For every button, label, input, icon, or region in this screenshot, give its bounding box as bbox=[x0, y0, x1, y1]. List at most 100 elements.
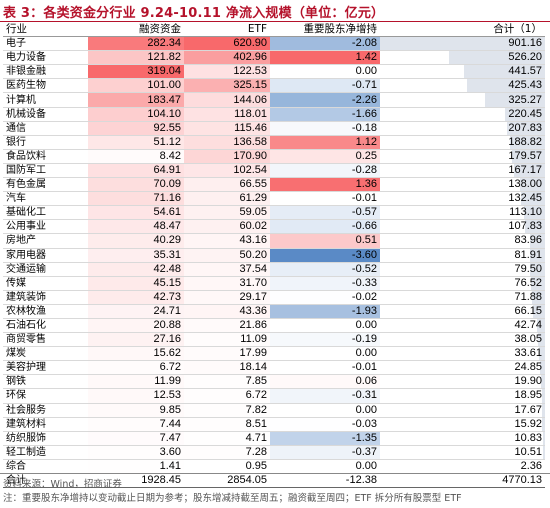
cell-value: 92.55 bbox=[153, 121, 181, 134]
table-row: 国防军工 64.91 102.54 -0.28 167.17 bbox=[3, 163, 545, 179]
industry-name: 环保 bbox=[6, 390, 26, 402]
cell-value: 42.74 bbox=[514, 319, 542, 332]
cell-value: -0.71 bbox=[351, 79, 377, 92]
cell-value: 81.91 bbox=[514, 248, 542, 261]
cell-margin: 121.82 bbox=[88, 50, 184, 66]
cell-margin: 7.47 bbox=[88, 431, 184, 446]
header-margin: 融资资金 bbox=[88, 23, 184, 38]
cell-value: 3.60 bbox=[159, 445, 181, 458]
cell-holder: -0.03 bbox=[270, 417, 380, 432]
total-data-bar bbox=[531, 276, 545, 290]
cell-value: 170.90 bbox=[233, 149, 267, 162]
total-cell-total: 4770.13 bbox=[380, 473, 545, 489]
cell-value: 118.01 bbox=[234, 107, 267, 120]
cell-total: 441.57 bbox=[380, 64, 545, 80]
cell-value: 76.52 bbox=[514, 276, 542, 289]
industry-name: 农林牧渔 bbox=[6, 305, 46, 317]
industry-name: 综合 bbox=[6, 460, 26, 472]
cell-name: 公用事业 bbox=[3, 219, 88, 235]
cell-total: 526.20 bbox=[380, 50, 545, 66]
total-data-bar bbox=[541, 403, 545, 417]
cell-value: 15.92 bbox=[514, 417, 542, 430]
cell-etf: 61.29 bbox=[184, 191, 270, 207]
industry-name: 公用事业 bbox=[6, 221, 46, 233]
cell-name: 钢铁 bbox=[3, 374, 88, 390]
cell-margin: 101.00 bbox=[88, 78, 184, 94]
table-row: 建筑装饰 42.73 29.17 -0.02 71.88 bbox=[3, 290, 545, 305]
cell-etf: 11.09 bbox=[184, 332, 270, 348]
cell-value: 71.16 bbox=[153, 192, 181, 205]
total-data-bar bbox=[543, 445, 545, 459]
cell-value: 60.02 bbox=[239, 220, 267, 233]
total-data-bar bbox=[514, 163, 545, 177]
cell-etf: 325.15 bbox=[184, 78, 270, 94]
total-data-bar bbox=[504, 107, 545, 121]
cell-value: 7.28 bbox=[245, 445, 267, 458]
cell-value: 121.82 bbox=[147, 51, 181, 64]
cell-etf: 43.36 bbox=[184, 304, 270, 319]
cell-name: 交通运输 bbox=[3, 262, 88, 277]
cell-total: 113.10 bbox=[380, 205, 545, 221]
table-row: 电子 282.34 620.90 -2.08 901.16 bbox=[3, 36, 545, 52]
cell-value: 15.62 bbox=[153, 347, 181, 360]
cell-etf: 21.86 bbox=[184, 318, 270, 334]
total-data-bar bbox=[532, 304, 545, 318]
cell-value: 20.88 bbox=[153, 319, 181, 332]
cell-value: -0.33 bbox=[351, 276, 377, 289]
industry-name: 国防军工 bbox=[6, 164, 46, 176]
total-row: 合计 1928.45 2854.05 -12.38 4770.13 bbox=[3, 473, 545, 489]
cell-value: 0.00 bbox=[355, 347, 377, 360]
total-data-bar bbox=[543, 431, 545, 445]
cell-name: 传媒 bbox=[3, 276, 88, 291]
cell-value: 37.54 bbox=[239, 262, 267, 275]
industry-name: 银行 bbox=[6, 136, 26, 148]
cell-value: 83.96 bbox=[514, 234, 542, 247]
cell-margin: 104.10 bbox=[88, 107, 184, 122]
cell-value: 51.12 bbox=[153, 135, 181, 148]
cell-name: 电子 bbox=[3, 36, 88, 52]
industry-name: 食品饮料 bbox=[6, 150, 46, 162]
industry-name: 电力设备 bbox=[6, 52, 46, 64]
table-row: 通信 92.55 115.46 -0.18 207.83 bbox=[3, 121, 545, 136]
cell-margin: 40.29 bbox=[88, 233, 184, 249]
cell-holder: -2.08 bbox=[270, 36, 380, 52]
industry-name: 钢铁 bbox=[6, 376, 26, 388]
cell-value: 4.71 bbox=[245, 431, 267, 444]
cell-value: -2.26 bbox=[351, 93, 377, 106]
cell-margin: 20.88 bbox=[88, 318, 184, 334]
cell-value: 101.00 bbox=[147, 79, 181, 92]
cell-value: -0.57 bbox=[351, 206, 377, 219]
cell-value: 61.29 bbox=[239, 192, 267, 205]
total-data-bar bbox=[510, 135, 545, 149]
cell-holder: -0.28 bbox=[270, 163, 380, 179]
cell-total: 79.50 bbox=[380, 262, 545, 277]
table-row: 石油石化 20.88 21.86 0.00 42.74 bbox=[3, 318, 545, 334]
cell-value: 0.95 bbox=[245, 459, 267, 472]
header-etf: ETF bbox=[184, 23, 270, 38]
footnote: 注：重要股东净增持以变动截止日期为参考；股东增减持截至周五；融资截至周四；ETF… bbox=[3, 493, 462, 504]
cell-value: 319.04 bbox=[147, 65, 181, 78]
industry-name: 商贸零售 bbox=[6, 334, 46, 346]
industry-name: 建筑装饰 bbox=[6, 291, 46, 303]
cell-value: 115.46 bbox=[234, 121, 267, 134]
cell-value: 54.61 bbox=[153, 206, 181, 219]
cell-holder: -0.57 bbox=[270, 205, 380, 221]
cell-etf: 170.90 bbox=[184, 149, 270, 164]
cell-value: -0.31 bbox=[351, 389, 377, 402]
cell-value: 220.45 bbox=[508, 107, 542, 120]
cell-value: 179.57 bbox=[508, 149, 542, 162]
cell-value: -0.01 bbox=[351, 192, 377, 205]
cell-name: 石油石化 bbox=[3, 318, 88, 334]
cell-value: 24.71 bbox=[153, 304, 181, 317]
cell-value: 183.47 bbox=[147, 93, 181, 106]
cell-value: 113.10 bbox=[509, 206, 542, 219]
industry-name: 交通运输 bbox=[6, 263, 46, 275]
cell-value: 325.15 bbox=[233, 79, 267, 92]
table-row: 钢铁 11.99 7.85 0.06 19.90 bbox=[3, 374, 545, 390]
total-data-bar bbox=[506, 121, 545, 135]
industry-name: 计算机 bbox=[6, 94, 36, 106]
cell-value: 18.95 bbox=[514, 389, 542, 402]
cell-holder: 1.36 bbox=[270, 177, 380, 193]
cell-value: 11.09 bbox=[240, 333, 267, 346]
cell-total: 71.88 bbox=[380, 290, 545, 305]
